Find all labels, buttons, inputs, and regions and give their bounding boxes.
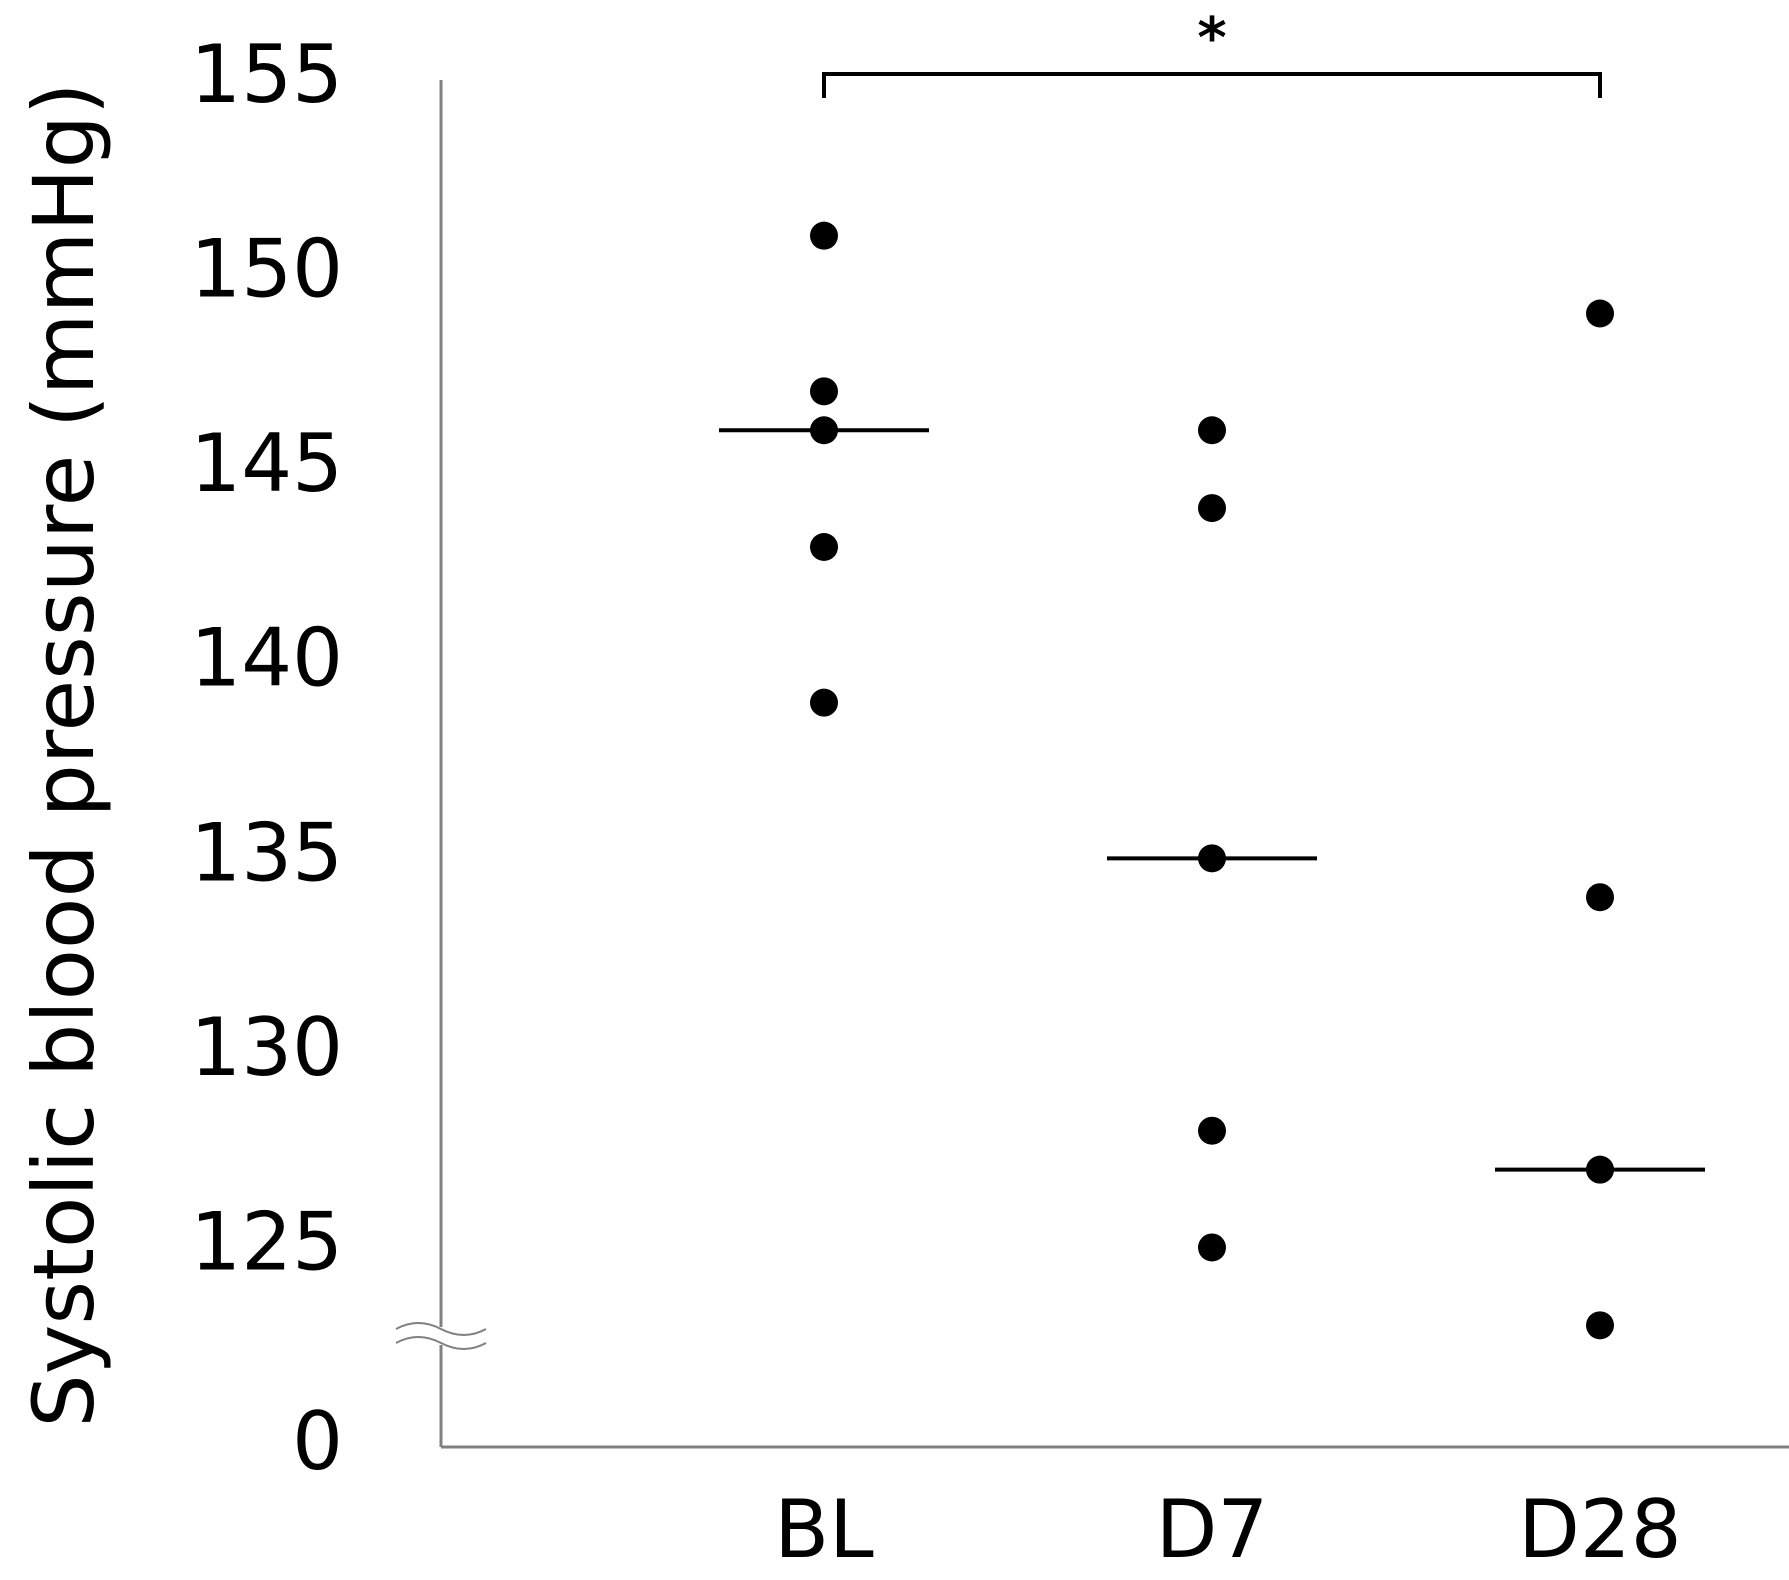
data-point — [1586, 883, 1614, 912]
y-tick-label: 125 — [190, 1195, 343, 1288]
x-tick-label: D28 — [1518, 1483, 1681, 1576]
x-tick-label: BL — [774, 1483, 874, 1576]
y-tick-label: 0 — [292, 1395, 343, 1488]
data-point — [1198, 416, 1226, 445]
axis-break — [395, 1322, 487, 1336]
data-point — [1198, 494, 1226, 523]
data-point — [810, 688, 838, 717]
data-point — [1586, 299, 1614, 328]
data-point — [810, 221, 838, 250]
y-tick-label: 150 — [190, 223, 343, 316]
data-point — [1198, 1233, 1226, 1262]
data-point — [1586, 1311, 1614, 1340]
y-tick-label: 130 — [190, 1001, 343, 1094]
axis-break — [395, 1336, 487, 1350]
significance-label: * — [1197, 6, 1226, 71]
data-point — [810, 377, 838, 406]
significance-bracket — [822, 72, 1602, 98]
y-tick-label: 135 — [190, 806, 343, 899]
y-axis-title: Systolic blood pressure (mmHg) — [15, 82, 113, 1427]
y-tick-label: 140 — [190, 612, 343, 705]
x-tick-label: D7 — [1156, 1483, 1269, 1576]
y-tick-label: 155 — [190, 28, 343, 121]
data-point — [810, 532, 838, 561]
axis-break-gap — [396, 1327, 486, 1345]
data-point — [1198, 1116, 1226, 1145]
y-tick-label: 145 — [190, 417, 343, 510]
